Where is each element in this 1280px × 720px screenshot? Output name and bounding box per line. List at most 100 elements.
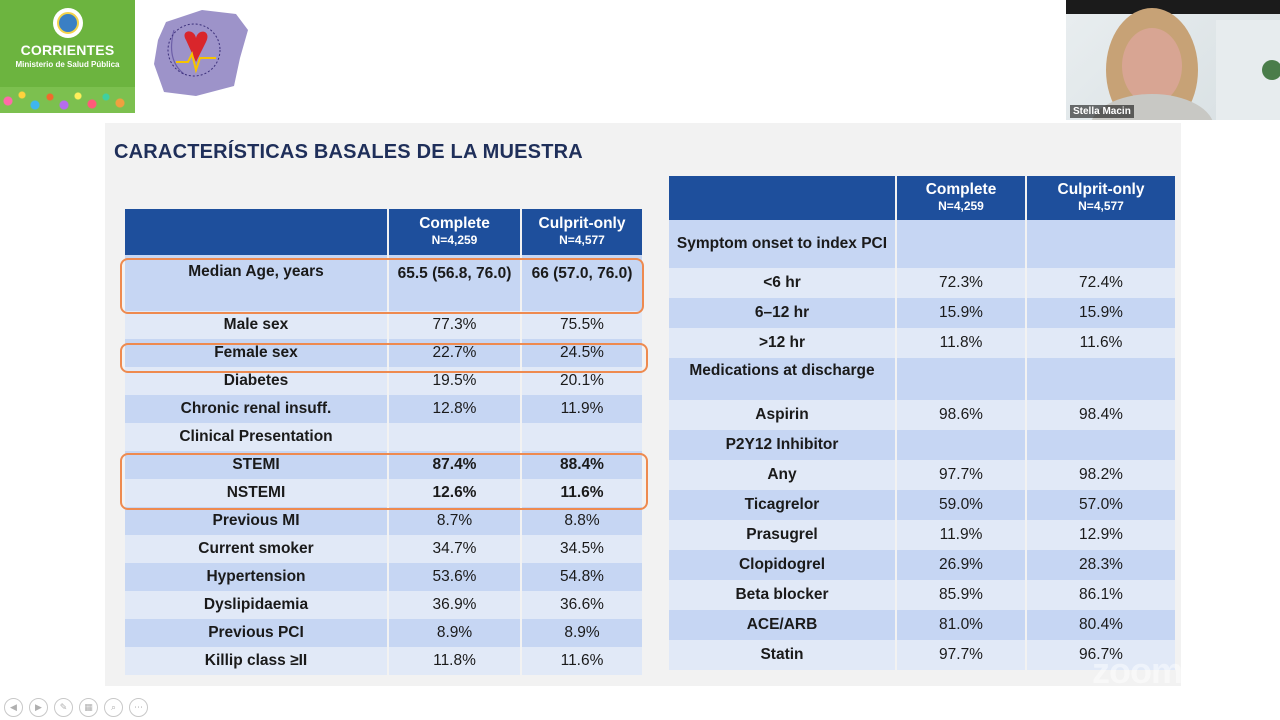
- table-row: Prasugrel 11.9% 12.9%: [669, 520, 1175, 550]
- row-value-complete: 97.7%: [897, 640, 1027, 670]
- pen-icon[interactable]: ✎: [54, 698, 73, 717]
- row-value-complete: [389, 423, 522, 451]
- row-label: Previous PCI: [125, 619, 389, 647]
- row-label: Hypertension: [125, 563, 389, 591]
- row-value-complete: 36.9%: [389, 591, 522, 619]
- table-row: Clopidogrel 26.9% 28.3%: [669, 550, 1175, 580]
- row-label: Current smoker: [125, 535, 389, 563]
- table-row: Statin 97.7% 96.7%: [669, 640, 1175, 670]
- row-label: Clinical Presentation: [125, 423, 389, 451]
- row-value-culprit: 11.9%: [522, 395, 642, 423]
- table-row: Symptom onset to index PCI: [669, 220, 1175, 268]
- row-value-culprit: 28.3%: [1027, 550, 1175, 580]
- row-value-culprit: 8.8%: [522, 507, 642, 535]
- row-value-complete: 8.9%: [389, 619, 522, 647]
- table-row: Beta blocker 85.9% 86.1%: [669, 580, 1175, 610]
- row-label: 6–12 hr: [669, 298, 897, 328]
- row-label: Symptom onset to index PCI: [669, 220, 897, 268]
- corrientes-logo: CORRIENTES Ministerio de Salud Pública: [0, 0, 135, 113]
- row-value-complete: 53.6%: [389, 563, 522, 591]
- table-row: Any 97.7% 98.2%: [669, 460, 1175, 490]
- cardiology-society-logo: [136, 0, 254, 113]
- table-row: Current smoker 34.7% 34.5%: [125, 535, 642, 563]
- slides-grid-icon[interactable]: ▦: [79, 698, 98, 717]
- row-value-culprit: 66 (57.0, 76.0): [522, 255, 642, 311]
- row-label: >12 hr: [669, 328, 897, 358]
- table-row: Dyslipidaemia 36.9% 36.6%: [125, 591, 642, 619]
- participant-video[interactable]: Stella Macin: [1066, 0, 1280, 120]
- row-label: Male sex: [125, 311, 389, 339]
- row-label: Median Age, years: [125, 255, 389, 311]
- row-value-complete: 12.8%: [389, 395, 522, 423]
- row-label: Any: [669, 460, 897, 490]
- table-row: Killip class ≥II 11.8% 11.6%: [125, 647, 642, 675]
- row-value-culprit: 11.6%: [1027, 328, 1175, 358]
- slideshow-toolbar: ◀ ▶ ✎ ▦ ⌕ ⋯: [4, 698, 148, 717]
- table-row: Previous PCI 8.9% 8.9%: [125, 619, 642, 647]
- header-cell-complete: Complete N=4,259: [897, 176, 1027, 220]
- row-value-complete: 11.8%: [389, 647, 522, 675]
- row-value-culprit: [1027, 358, 1175, 400]
- previous-slide-icon[interactable]: ◀: [4, 698, 23, 717]
- row-value-culprit: 24.5%: [522, 339, 642, 367]
- header-cell-complete: Complete N=4,259: [389, 209, 522, 255]
- row-label: Killip class ≥II: [125, 647, 389, 675]
- row-value-complete: 77.3%: [389, 311, 522, 339]
- row-value-culprit: 80.4%: [1027, 610, 1175, 640]
- logo-confetti-decoration: [0, 87, 135, 113]
- next-slide-icon[interactable]: ▶: [29, 698, 48, 717]
- row-label: Medications at discharge: [669, 358, 897, 400]
- cardiology-society-logo-icon: [154, 10, 248, 96]
- row-value-culprit: 98.4%: [1027, 400, 1175, 430]
- table-row: Female sex 22.7% 24.5%: [125, 339, 642, 367]
- row-value-culprit: 98.2%: [1027, 460, 1175, 490]
- row-label: Statin: [669, 640, 897, 670]
- logo-city-text: CORRIENTES: [20, 42, 115, 58]
- table-header-row: Complete N=4,259 Culprit-only N=4,577: [125, 209, 642, 255]
- logo-ministry-text: Ministerio de Salud Pública: [15, 60, 120, 69]
- row-value-complete: 12.6%: [389, 479, 522, 507]
- header-cell-label: [125, 209, 389, 255]
- table-row: ACE/ARB 81.0% 80.4%: [669, 610, 1175, 640]
- row-label: <6 hr: [669, 268, 897, 298]
- table-row: Male sex 77.3% 75.5%: [125, 311, 642, 339]
- row-label: Previous MI: [125, 507, 389, 535]
- row-label: NSTEMI: [125, 479, 389, 507]
- row-label: Ticagrelor: [669, 490, 897, 520]
- row-value-complete: 11.8%: [897, 328, 1027, 358]
- row-value-culprit: 75.5%: [522, 311, 642, 339]
- header-cell-culprit: Culprit-only N=4,577: [522, 209, 642, 255]
- table-row: Chronic renal insuff. 12.8% 11.9%: [125, 395, 642, 423]
- row-value-culprit: 8.9%: [522, 619, 642, 647]
- row-value-culprit: 34.5%: [522, 535, 642, 563]
- row-value-complete: 87.4%: [389, 451, 522, 479]
- row-value-culprit: 96.7%: [1027, 640, 1175, 670]
- table-row: NSTEMI 12.6% 11.6%: [125, 479, 642, 507]
- row-value-complete: 8.7%: [389, 507, 522, 535]
- row-value-culprit: 12.9%: [1027, 520, 1175, 550]
- row-value-complete: 19.5%: [389, 367, 522, 395]
- row-value-complete: 85.9%: [897, 580, 1027, 610]
- row-value-complete: 34.7%: [389, 535, 522, 563]
- more-options-icon[interactable]: ⋯: [129, 698, 148, 717]
- row-value-complete: 11.9%: [897, 520, 1027, 550]
- table-row: Ticagrelor 59.0% 57.0%: [669, 490, 1175, 520]
- row-value-complete: 59.0%: [897, 490, 1027, 520]
- row-label: Prasugrel: [669, 520, 897, 550]
- row-label: Diabetes: [125, 367, 389, 395]
- row-label: STEMI: [125, 451, 389, 479]
- row-label: Female sex: [125, 339, 389, 367]
- table-row: Clinical Presentation: [125, 423, 642, 451]
- row-value-culprit: 86.1%: [1027, 580, 1175, 610]
- row-value-complete: [897, 358, 1027, 400]
- row-value-culprit: 15.9%: [1027, 298, 1175, 328]
- row-label: Dyslipidaemia: [125, 591, 389, 619]
- row-value-complete: 15.9%: [897, 298, 1027, 328]
- zoom-icon[interactable]: ⌕: [104, 698, 123, 717]
- row-value-complete: 65.5 (56.8, 76.0): [389, 255, 522, 311]
- row-value-culprit: 36.6%: [522, 591, 642, 619]
- header-cell-label: [669, 176, 897, 220]
- row-value-culprit: 88.4%: [522, 451, 642, 479]
- row-label: Chronic renal insuff.: [125, 395, 389, 423]
- row-label: ACE/ARB: [669, 610, 897, 640]
